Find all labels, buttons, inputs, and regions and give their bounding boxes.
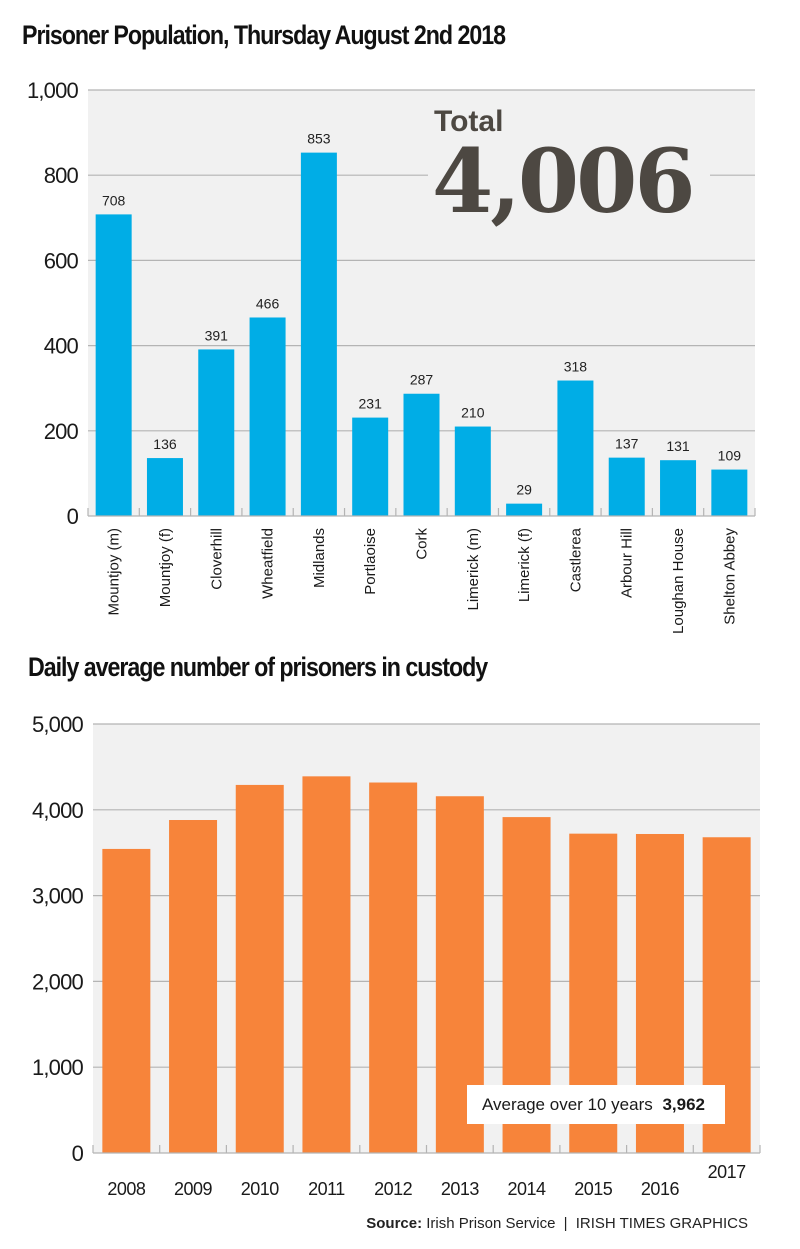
source-footer: Source: Irish Prison Service | IRISH TIM… xyxy=(366,1215,748,1232)
x-category-label: 2014 xyxy=(508,1179,547,1199)
x-category-label: 2012 xyxy=(374,1179,413,1199)
total-value: 4,006 xyxy=(432,129,693,233)
x-category-label: Loughan House xyxy=(670,528,687,634)
x-category-label: 2009 xyxy=(174,1179,213,1199)
x-category-label: 2013 xyxy=(441,1179,480,1199)
bar-value-label: 210 xyxy=(461,405,485,421)
x-category-label: Mountjoy (f) xyxy=(157,528,174,607)
x-category-label: Midlands xyxy=(311,528,328,588)
bar-value-label: 708 xyxy=(102,192,126,208)
average-label: Average over 10 years xyxy=(482,1095,653,1114)
x-category-label: 2016 xyxy=(641,1179,680,1199)
bar xyxy=(557,380,594,516)
x-category-label: Castlerea xyxy=(567,527,584,592)
bar xyxy=(369,782,418,1153)
x-category-label: Limerick (m) xyxy=(465,528,482,611)
chart1-bars: 708 136 391 466 853 231 287 210 29 318 137 131 109 xyxy=(95,131,748,516)
bar xyxy=(403,393,440,516)
y-tick-label: 3,000 xyxy=(32,884,84,909)
total-annotation: Total 4,006 xyxy=(428,100,710,233)
bar xyxy=(102,848,151,1153)
bar xyxy=(146,458,183,516)
bar xyxy=(249,317,286,516)
bar xyxy=(608,457,645,516)
chart2-y-axis: 0 1,000 2,000 3,000 4,000 5,000 xyxy=(32,712,84,1166)
x-category-label: Wheatfield xyxy=(260,528,277,599)
chart1-y-axis: 0 200 400 600 800 1,000 xyxy=(27,78,79,529)
bar-value-label: 466 xyxy=(256,295,280,311)
y-tick-label: 1,000 xyxy=(27,78,79,103)
x-category-label: 2010 xyxy=(241,1179,280,1199)
bar-value-label: 131 xyxy=(666,438,690,454)
bar xyxy=(506,503,543,516)
bar-value-label: 109 xyxy=(718,448,742,464)
y-tick-label: 1,000 xyxy=(32,1055,84,1080)
bar-value-label: 287 xyxy=(410,372,434,388)
bar xyxy=(235,784,284,1153)
bar xyxy=(302,776,351,1153)
x-category-label: Cork xyxy=(414,528,431,560)
average-annotation-text: Average over 10 years 3,962 xyxy=(482,1095,705,1114)
x-category-label: Mountjoy (m) xyxy=(106,528,123,616)
y-tick-label: 0 xyxy=(67,504,79,529)
average-annotation-box xyxy=(467,1085,725,1124)
y-tick-label: 0 xyxy=(72,1141,84,1166)
average-annotation: Average over 10 years 3,962 xyxy=(467,1085,725,1124)
source-text: Irish Prison Service xyxy=(426,1215,556,1232)
bar-value-label: 137 xyxy=(615,436,639,452)
x-category-label: Limerick (f) xyxy=(516,528,533,602)
bar xyxy=(352,417,389,516)
x-category-label: Shelton Abbey xyxy=(721,528,738,625)
bar xyxy=(454,426,491,516)
bar xyxy=(300,152,337,516)
x-category-label: 2015 xyxy=(574,1179,613,1199)
chart1-x-axis: Mountjoy (m) Mountjoy (f) Cloverhill Wheatf… xyxy=(87,508,756,634)
y-tick-label: 2,000 xyxy=(32,969,84,994)
bar xyxy=(711,469,748,516)
credit-text: IRISH TIMES GRAPHICS xyxy=(575,1215,748,1232)
x-category-label: Portlaoise xyxy=(362,528,379,595)
total-annotation-bg xyxy=(428,100,710,230)
x-category-label: 2011 xyxy=(308,1179,345,1199)
bar-value-label: 318 xyxy=(564,359,588,375)
bar-value-label: 231 xyxy=(359,396,383,412)
prisoner-population-chart: 0 200 400 600 800 1,000 Total 4,006 708 136 391… xyxy=(27,78,756,634)
chart2-title: Daily average number of prisoners in cus… xyxy=(28,652,488,682)
bar-value-label: 136 xyxy=(153,436,177,452)
x-category-label: 2008 xyxy=(107,1179,146,1199)
x-category-label: Cloverhill xyxy=(208,528,225,590)
average-value: 3,962 xyxy=(662,1095,705,1114)
footer-separator: | xyxy=(563,1215,568,1232)
bar-value-label: 29 xyxy=(516,482,532,498)
bar xyxy=(95,214,132,516)
chart2-x-axis: 2008 2009 2010 2011 2012 2013 2014 2015 2016 2017 xyxy=(92,1145,761,1199)
x-category-label: 2017 xyxy=(708,1162,747,1182)
bar xyxy=(169,820,218,1153)
y-tick-label: 600 xyxy=(44,248,79,273)
y-tick-label: 800 xyxy=(44,163,79,188)
total-label: Total xyxy=(434,105,503,138)
bar xyxy=(198,349,235,516)
y-tick-label: 5,000 xyxy=(32,712,84,737)
y-tick-label: 4,000 xyxy=(32,798,84,823)
x-category-label: Arbour Hill xyxy=(619,528,636,598)
chart1-title: Prisoner Population, Thursday August 2nd… xyxy=(22,20,506,50)
source-label: Source: xyxy=(366,1215,423,1232)
y-tick-label: 200 xyxy=(44,419,79,444)
bar-value-label: 853 xyxy=(307,131,331,147)
bar-value-label: 391 xyxy=(205,327,229,343)
y-tick-label: 400 xyxy=(44,334,79,359)
bar xyxy=(660,460,697,516)
